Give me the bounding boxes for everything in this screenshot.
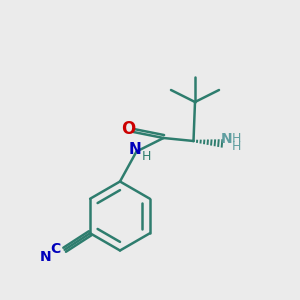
Text: N: N	[40, 250, 51, 264]
Text: H: H	[232, 140, 241, 153]
Text: N: N	[129, 142, 141, 158]
Text: C: C	[50, 242, 60, 256]
Text: N: N	[221, 132, 232, 146]
Text: O: O	[121, 120, 135, 138]
Text: H: H	[232, 131, 241, 145]
Text: H: H	[141, 150, 151, 164]
